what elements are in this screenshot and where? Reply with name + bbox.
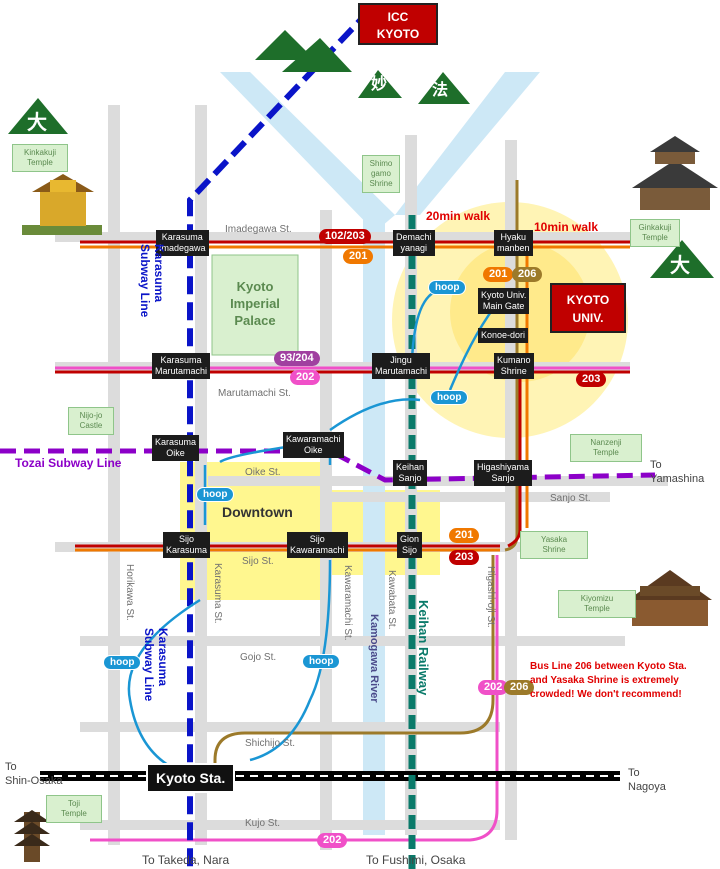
street-gojo: Gojo St. [240, 652, 277, 663]
shinkansen-line [40, 771, 620, 781]
bus-206-hyakumanben[interactable]: 206 [512, 267, 543, 282]
kamogawa-river [363, 210, 385, 835]
kiyomizu-illustration [628, 570, 712, 626]
station-shijo-kawaramachi[interactable]: Sijo Kawaramachi [287, 532, 348, 558]
station-higashiyama-sanjo[interactable]: Higashiyama Sanjo [474, 460, 533, 486]
station-kumano-shrine[interactable]: Kumano Shrine [494, 353, 534, 379]
bus-203-gion[interactable]: 203 [449, 550, 480, 565]
bus-203-kumano[interactable]: 203 [576, 372, 607, 387]
station-kawaramachi-oike[interactable]: Kawaramachi Oike [283, 432, 344, 458]
kyoto-univ-marker: KYOTO UNIV. [550, 283, 626, 333]
hoop-badge-3[interactable]: hoop [196, 487, 235, 502]
landmark-kinkakuji[interactable]: Kinkakuji Temple [12, 144, 68, 172]
ho-label: 法 [432, 80, 449, 99]
station-kyoto-sta[interactable]: Kyoto Sta. [146, 763, 236, 793]
takano-river [220, 72, 395, 232]
station-hyakumanben[interactable]: Hyaku manben [494, 230, 533, 256]
direction-nagoya: To Nagoya [628, 767, 666, 793]
street-shichijo: Shichijo St. [245, 738, 296, 749]
station-jingu-marutamachi[interactable]: Jingu Marutamachi [372, 353, 431, 379]
station-karasuma-marutamachi[interactable]: Karasuma Marutamachi [152, 353, 211, 379]
station-shijo-karasuma[interactable]: Sijo Karasuma [163, 532, 211, 558]
label-karasuma-subway-bottom: Karasuma Subway Line [142, 628, 170, 702]
bus-201-gion[interactable]: 201 [449, 528, 480, 543]
tozai-subway-line [0, 448, 656, 483]
bus-206-notice: Bus Line 206 between Kyoto Sta. and Yasa… [530, 661, 687, 700]
hoop-badge-2[interactable]: hoop [430, 390, 469, 405]
landmark-shimogamo[interactable]: Shimo gamo Shrine [362, 155, 400, 193]
street-imadegawa: Imadegawa St. [225, 224, 292, 235]
bus-202-kujo[interactable]: 202 [317, 833, 348, 848]
direction-yamashina: To Yamashina [650, 459, 705, 485]
icc-kyoto-marker: ICC KYOTO [358, 3, 438, 45]
station-karasuma-oike[interactable]: Karasuma Oike [152, 435, 200, 461]
label-tozai-subway: Tozai Subway Line [15, 456, 122, 470]
street-sanjo: Sanjo St. [550, 493, 591, 504]
station-gion-shijo[interactable]: Gion Sijo [397, 532, 423, 558]
street-horikawa: Horikawa St. [124, 564, 135, 621]
hoop-badge-5[interactable]: hoop [302, 654, 341, 669]
dai-right-label: 大 [670, 253, 690, 277]
hoop-badge-1[interactable]: hoop [428, 280, 467, 295]
bus-206-east[interactable]: 206 [504, 680, 535, 695]
landmark-toji[interactable]: Toji Temple [46, 795, 102, 823]
label-downtown: Downtown [222, 504, 293, 520]
label-karasuma-subway-top: Karasuma Subway Line [138, 244, 166, 318]
bus-93-204[interactable]: 93/204 [274, 351, 320, 366]
landmark-ginkakuji[interactable]: Ginkakuji Temple [630, 219, 680, 247]
street-kujo: Kujo St. [245, 818, 281, 829]
kinkakuji-illustration [22, 174, 102, 235]
bus-102-203[interactable]: 102/203 [319, 229, 371, 244]
street-karasuma: Karasuma St. [212, 563, 223, 624]
bus-202-marutamachi[interactable]: 202 [290, 370, 321, 385]
kamo-river-upper [395, 72, 540, 215]
karasuma-subway-line [187, 7, 373, 869]
landmark-yasaka[interactable]: Yasaka Shrine [520, 531, 588, 559]
landmark-nijo[interactable]: Nijo-jo Castle [68, 407, 114, 435]
direction-shin-osaka: To Shin-Osaka [5, 761, 63, 787]
label-kamogawa-river: Kamogawa River [368, 614, 380, 703]
walk-20min: 20min walk [426, 209, 491, 223]
direction-takeda-nara: To Takeda, Nara [142, 853, 230, 867]
bus-202-east[interactable]: 202 [478, 680, 509, 695]
hoop-badge-4[interactable]: hoop [103, 655, 142, 670]
station-demachi-yanagi[interactable]: Demachi yanagi [393, 230, 435, 256]
street-oike: Oike St. [245, 467, 281, 478]
direction-fushimi-osaka: To Fushimi, Osaka [366, 853, 466, 867]
ginkakuji-illustration [632, 136, 718, 210]
station-karasuma-imadegawa[interactable]: Karasuma Imadegawa [156, 230, 209, 256]
imperial-palace-area [211, 254, 299, 356]
toji-illustration [14, 810, 50, 862]
landmark-imperial-palace[interactable]: Kyoto Imperial Palace [230, 279, 280, 328]
street-higashioji: Higashi-oji St. [485, 566, 496, 628]
street-kawabata: Kawabata St. [386, 570, 397, 630]
dai-left-label: 大 [27, 110, 47, 134]
station-keihan-sanjo[interactable]: Keihan Sanjo [393, 460, 428, 486]
walk-10min: 10min walk [534, 220, 599, 234]
landmark-nanzenji[interactable]: Nanzenji Temple [570, 434, 642, 462]
street-marutamachi: Marutamachi St. [218, 388, 291, 399]
label-keihan-railway: Keihan Railway [416, 600, 431, 696]
myo-label: 妙 [371, 74, 388, 93]
street-kawaramachi: Kawaramachi St. [342, 565, 353, 641]
bus-201-hyakumanben[interactable]: 201 [483, 267, 514, 282]
station-konoe-dori[interactable]: Konoe-dori [478, 328, 529, 343]
landmark-kiyomizu[interactable]: Kiyomizu Temple [558, 590, 636, 618]
street-shijo: Sijo St. [242, 556, 274, 567]
bus-201-imadegawa[interactable]: 201 [343, 249, 374, 264]
station-kyoto-univ-main-gate[interactable]: Kyoto Univ. Main Gate [478, 288, 530, 314]
